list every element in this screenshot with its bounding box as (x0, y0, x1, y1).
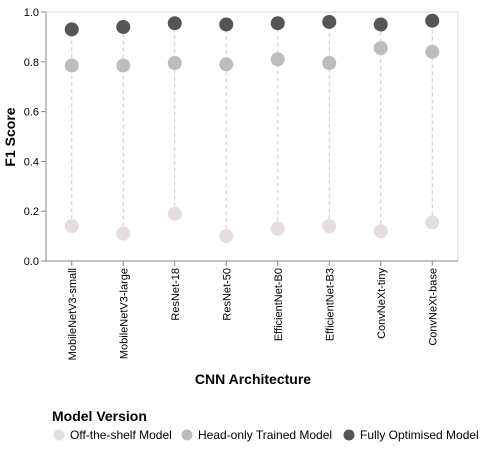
data-point (167, 16, 182, 31)
data-point (219, 57, 234, 72)
y-tick-label: 0.0 (24, 256, 39, 268)
data-point (116, 226, 131, 241)
data-point (219, 229, 234, 244)
data-point (116, 58, 131, 73)
data-point (167, 56, 182, 71)
x-axis-title: CNN Architecture (195, 371, 311, 387)
x-tick-label: MobileNetV3-small (67, 268, 79, 360)
data-point (425, 44, 440, 59)
data-point (373, 41, 388, 56)
x-tick-label: ResNet-18 (170, 268, 182, 321)
y-tick-label: 0.4 (24, 156, 39, 168)
x-tick-label: ResNet-50 (221, 268, 233, 321)
data-point (322, 219, 337, 234)
data-point (270, 52, 285, 67)
data-point (322, 56, 337, 71)
data-point (64, 219, 79, 234)
x-tick-label: ConvNeXt-base (427, 268, 439, 346)
x-tick-label: EfficientNet-B3 (324, 268, 336, 341)
legend-swatch (53, 429, 65, 441)
data-point (64, 22, 79, 37)
legend-swatch (343, 429, 355, 441)
data-point (425, 13, 440, 28)
y-axis-title: F1 Score (2, 107, 18, 166)
y-tick-label: 0.6 (24, 107, 39, 119)
data-point (270, 221, 285, 236)
plot-frame (45, 11, 459, 262)
x-axis: MobileNetV3-small MobileNetV3-large ResNet… (46, 260, 458, 360)
data-point (219, 17, 234, 32)
legend: Model Version Off-the-shelf Model Head-on… (52, 408, 479, 442)
legend-label: Head-only Trained Model (198, 428, 332, 442)
y-tick-label: 0.2 (24, 206, 39, 218)
legend-title: Model Version (52, 408, 147, 424)
x-tick-label: EfficientNet-B0 (273, 268, 285, 341)
data-point (270, 16, 285, 31)
data-point (64, 58, 79, 73)
x-tick-label: ConvNeXt-tiny (376, 268, 388, 339)
data-point (167, 206, 182, 221)
data-point (373, 17, 388, 32)
data-point (116, 19, 131, 34)
data-points (64, 13, 440, 244)
legend-label: Off-the-shelf Model (70, 428, 172, 442)
y-tick-label: 1.0 (24, 7, 39, 19)
data-point (373, 224, 388, 239)
y-tick-label: 0.8 (24, 57, 39, 69)
plot-border (45, 11, 459, 262)
data-point (425, 215, 440, 230)
legend-label: Fully Optimised Model (360, 428, 479, 442)
x-tick-label: MobileNetV3-large (118, 268, 130, 359)
legend-swatch (181, 429, 193, 441)
data-point (322, 14, 337, 29)
y-axis: 0.0 0.2 0.4 0.6 0.8 1.0 (24, 7, 47, 268)
